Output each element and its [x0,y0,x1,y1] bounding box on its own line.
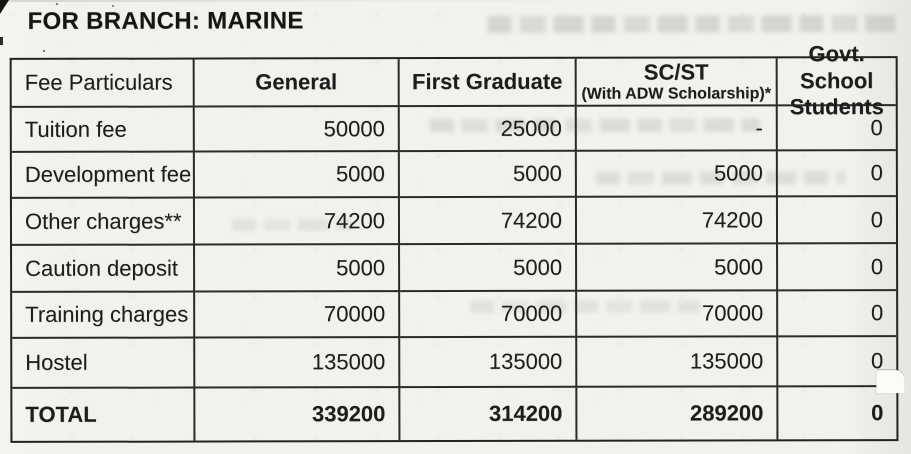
table-cell: 135000 [400,337,578,389]
table-cell: 5000 [399,151,577,199]
table-cell: 5000 [195,245,401,293]
row-label-total: TOTAL [12,388,196,441]
table-cell: 0 [777,106,896,152]
row-label: Training charges [12,292,196,339]
table-cell: 135000 [195,338,401,389]
column-header-first-graduate: First Graduate [399,58,577,108]
table-cell: 0 [777,197,897,245]
scan-edge-streak [0,0,911,2]
column-header-sc-st: SC/ST (With ADW Scholarship)* [576,58,778,107]
column-header-sublabel: (With ADW Scholarship)* [581,84,771,103]
row-label: Tuition fee [11,107,195,153]
table-cell: 74200 [576,197,779,245]
table-cell-total: 314200 [400,387,578,441]
table-cell: 0 [777,151,896,198]
scan-speck [112,5,114,7]
table-cell: 135000 [577,337,779,388]
row-label: Caution deposit [12,245,196,293]
row-label: Hostel [12,338,196,389]
row-label: Development fee [11,152,195,199]
table-cell: 0 [778,244,897,292]
table-cell-total: 0 [871,400,884,426]
table-cell: 5000 [400,244,578,293]
scan-speck [0,37,3,45]
scan-speck [0,0,9,14]
table-cell: 70000 [195,292,401,339]
table-cell: 70000 [400,291,578,339]
column-header-govt-school: Govt. School Students [777,42,896,120]
table-cell: 25000 [399,106,577,153]
row-label: Other charges** [11,198,196,246]
scan-speck [43,50,45,52]
table-cell: 5000 [194,152,400,199]
paper-correction-patch [876,370,905,394]
table-cell: 5000 [576,151,778,198]
table-cell: - [576,106,778,152]
column-header-general: General [194,59,400,108]
table-cell: 74200 [194,198,401,246]
fee-table: Fee Particulars General First Graduate S… [9,42,899,443]
bleed-through-line [487,15,902,33]
table-cell: 5000 [577,244,779,292]
page-title: FOR BRANCH: MARINE [27,7,304,35]
column-header-fee-particulars: Fee Particulars [11,59,195,108]
table-cell: 0 [778,291,897,338]
table-cell: 70000 [577,291,779,338]
scan-speck [56,3,58,5]
table-cell: 50000 [194,107,400,153]
table-cell: 74200 [399,197,578,246]
table-cell-total: 289200 [577,387,779,440]
column-header-label: SC/ST [643,59,709,85]
table-cell-total: 339200 [195,388,401,441]
